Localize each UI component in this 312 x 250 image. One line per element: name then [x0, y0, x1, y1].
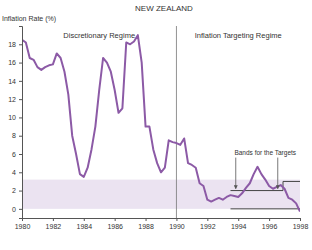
x-tick-mark [115, 218, 116, 221]
regime-boundary [176, 26, 177, 218]
y-tick-mark [19, 172, 22, 173]
x-tick-label: 1984 [76, 223, 92, 230]
x-tick-mark [84, 218, 85, 221]
x-tick: 1998 [293, 218, 309, 230]
inflation-line [22, 35, 300, 211]
x-tick-mark [300, 218, 301, 221]
x-tick-label: 1980 [15, 223, 31, 230]
x-tick: 1990 [169, 218, 185, 230]
x-axis: 1980 1982 1984 1986 1988 1990 1992 1994 1996 1998 [15, 218, 309, 230]
x-axis-line [23, 219, 301, 222]
x-tick: 1984 [76, 218, 92, 230]
x-tick-mark [146, 218, 147, 221]
y-tick-label: 6 [12, 151, 16, 158]
y-tick-mark [19, 99, 22, 100]
x-tick-mark [22, 218, 23, 221]
x-tick: 1988 [138, 218, 154, 230]
x-tick: 1996 [262, 218, 278, 230]
x-tick-mark [176, 218, 177, 221]
x-tick-mark [53, 218, 54, 221]
marks [22, 26, 300, 218]
plot-area: 0246810121416181980198219841986198819901… [8, 26, 308, 230]
x-tick-mark [207, 218, 208, 221]
x-tick: 1986 [107, 218, 123, 230]
y-tick: 10 [8, 114, 22, 121]
x-tick-label: 1996 [262, 223, 278, 230]
y-tick-label: 12 [8, 96, 16, 103]
y-tick-label: 4 [12, 169, 16, 176]
x-tick-label: 1990 [169, 223, 185, 230]
y-tick-label: 18 [8, 41, 16, 48]
y-tick: 6 [12, 151, 22, 158]
y-tick-mark [19, 81, 22, 82]
chart-svg: NEW ZEALAND Inflation Rate (%) 0 2 4 6 8 10 12 14… [0, 0, 312, 250]
y-tick-mark [19, 154, 22, 155]
x-tick: 1982 [46, 218, 62, 230]
y-tick: 8 [12, 132, 22, 139]
y-tick: 16 [8, 59, 22, 66]
y-tick-mark [19, 191, 22, 192]
x-tick: 1992 [200, 218, 216, 230]
x-tick-label: 1986 [107, 223, 123, 230]
y-tick-label: 10 [8, 114, 16, 121]
title: NEW ZEALAND [135, 4, 193, 13]
y-tick: 18 [8, 41, 22, 48]
chart-container: NEW ZEALAND Inflation Rate (%) 0 2 4 6 8 10 12 14… [0, 0, 312, 250]
y-axis-title: Inflation Rate (%) [2, 15, 56, 23]
y-tick-mark [19, 44, 22, 45]
y-tick-mark [19, 63, 22, 64]
y-tick-label: 14 [8, 78, 16, 85]
x-tick: 1980 [15, 218, 31, 230]
y-tick-label: 8 [12, 132, 16, 139]
y-tick-label: 2 [12, 187, 16, 194]
y-tick-label: 0 [12, 206, 16, 213]
y-tick-label: 16 [8, 59, 16, 66]
x-tick-label: 1992 [200, 223, 216, 230]
y-tick: 14 [8, 78, 22, 85]
y-tick: 4 [12, 169, 22, 176]
x-tick: 1994 [231, 218, 247, 230]
x-tick-label: 1994 [231, 223, 247, 230]
x-tick-label: 1998 [293, 223, 309, 230]
target-band-line [231, 208, 284, 209]
y-axis: 0 2 4 6 8 10 12 14 16 18 [8, 27, 22, 219]
x-tick-label: 1982 [46, 223, 62, 230]
x-tick-mark [269, 218, 270, 221]
x-tick-label: 1988 [138, 223, 154, 230]
shaded-band [22, 180, 300, 209]
target-band-line [283, 181, 300, 182]
y-axis-line [19, 27, 23, 219]
y-tick-mark [19, 209, 22, 210]
y-tick: 0 [12, 206, 22, 213]
annotation-arrow [277, 158, 278, 189]
target-band-line [231, 190, 284, 191]
y-tick-mark [19, 117, 22, 118]
regime-label: Discretionary Regime [63, 31, 135, 40]
annotation-arrow [235, 158, 236, 189]
y-tick: 12 [8, 96, 22, 103]
x-tick-mark [238, 218, 239, 221]
regime-label: Inflation Targeting Regime [195, 31, 282, 40]
target-band-label: Bands for the Targets [234, 149, 296, 157]
y-tick-mark [19, 136, 22, 137]
y-tick: 2 [12, 187, 22, 194]
